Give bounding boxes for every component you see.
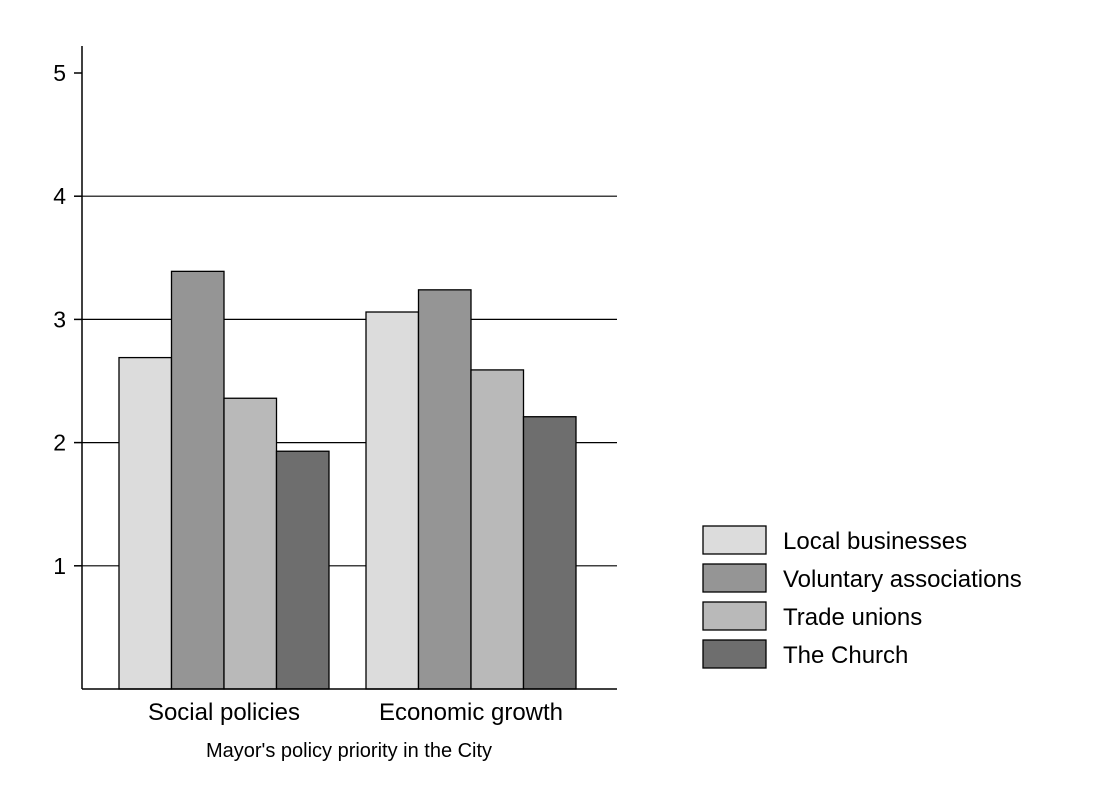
bar-2-2 xyxy=(417,289,472,690)
y-ticks: 1 2 3 4 5 xyxy=(53,60,82,579)
legend: Local businesses Voluntary associations Tr… xyxy=(702,525,1022,669)
y-tick-label: 1 xyxy=(53,553,66,579)
y-tick-label: 4 xyxy=(53,183,66,209)
legend-swatch xyxy=(702,525,767,555)
axes xyxy=(81,46,617,690)
bar-1-3 xyxy=(223,397,278,690)
legend-swatch xyxy=(702,601,767,631)
bar-1-2 xyxy=(170,270,225,690)
legend-label: Voluntary associations xyxy=(783,566,1022,593)
x-axis-label: Mayor's policy priority in the City xyxy=(206,740,492,762)
legend-label: The Church xyxy=(783,642,908,669)
legend-swatch xyxy=(702,563,767,593)
bars xyxy=(118,270,577,690)
bar-2-4 xyxy=(522,416,577,690)
x-ticks: Social policies Economic growth xyxy=(148,699,563,726)
legend-swatch xyxy=(702,639,767,669)
y-tick-label: 3 xyxy=(53,306,66,332)
bar-1-4 xyxy=(275,450,330,690)
bar-2-1 xyxy=(365,311,420,690)
x-tick-label: Economic growth xyxy=(379,699,563,726)
legend-label: Trade unions xyxy=(783,604,922,631)
legend-label: Local businesses xyxy=(783,528,967,555)
x-tick-label: Social policies xyxy=(148,699,300,726)
bar-2-3 xyxy=(470,369,525,690)
y-tick-label: 2 xyxy=(53,430,66,456)
bar-1-1 xyxy=(118,356,173,690)
y-tick-label: 5 xyxy=(53,60,66,86)
